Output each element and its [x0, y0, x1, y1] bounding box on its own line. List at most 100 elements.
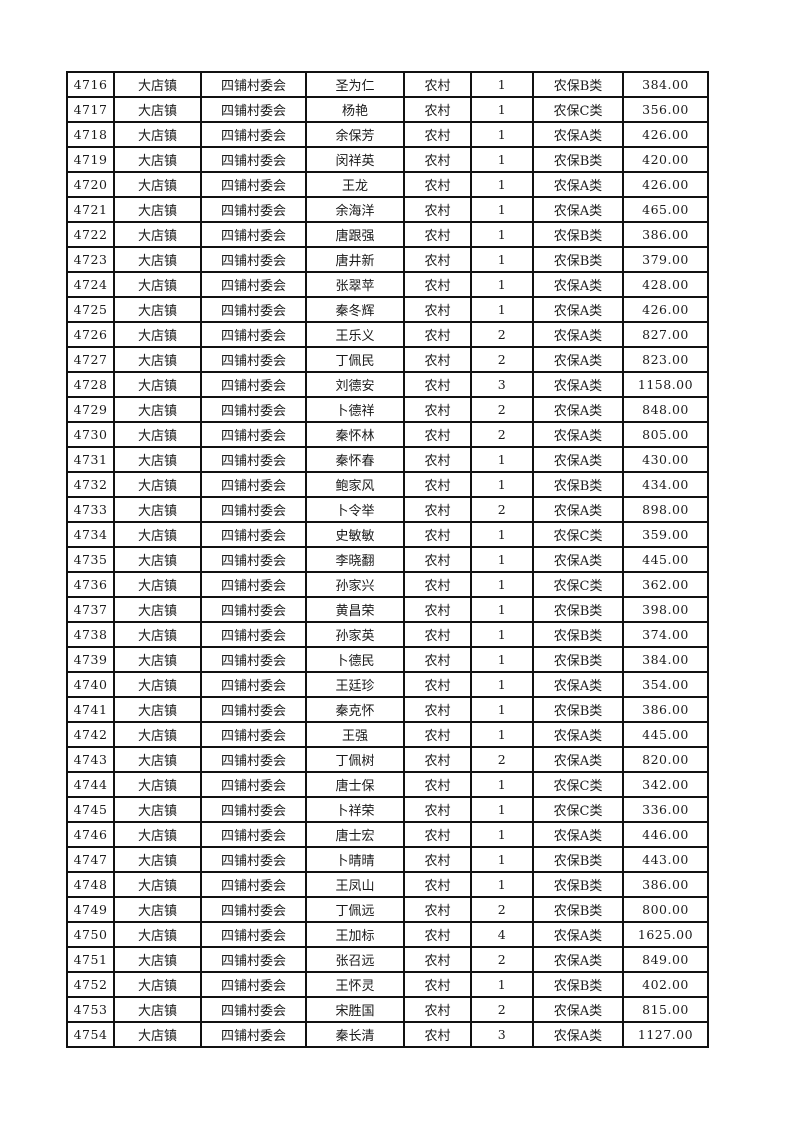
cell-town: 大店镇: [114, 822, 201, 847]
table-row: 4730 大店镇 四铺村委会 秦怀林 农村 2 农保A类 805.00: [67, 422, 708, 447]
cell-person-count: 1: [471, 547, 533, 572]
cell-person-name: 王怀灵: [306, 972, 404, 997]
cell-residence-type: 农村: [404, 647, 471, 672]
cell-person-count: 1: [471, 297, 533, 322]
cell-town: 大店镇: [114, 947, 201, 972]
cell-residence-type: 农村: [404, 97, 471, 122]
table-row: 4744 大店镇 四铺村委会 唐士保 农村 1 农保C类 342.00: [67, 772, 708, 797]
cell-row-id: 4745: [67, 797, 114, 822]
cell-residence-type: 农村: [404, 922, 471, 947]
cell-person-count: 1: [471, 97, 533, 122]
cell-village-committee: 四铺村委会: [201, 797, 306, 822]
cell-town: 大店镇: [114, 247, 201, 272]
table-row: 4725 大店镇 四铺村委会 秦冬辉 农村 1 农保A类 426.00: [67, 297, 708, 322]
cell-insurance-category: 农保B类: [533, 872, 623, 897]
cell-row-id: 4722: [67, 222, 114, 247]
cell-person-name: 刘德安: [306, 372, 404, 397]
cell-insurance-category: 农保A类: [533, 722, 623, 747]
cell-village-committee: 四铺村委会: [201, 697, 306, 722]
cell-residence-type: 农村: [404, 397, 471, 422]
cell-town: 大店镇: [114, 497, 201, 522]
table-row: 4720 大店镇 四铺村委会 王龙 农村 1 农保A类 426.00: [67, 172, 708, 197]
cell-town: 大店镇: [114, 647, 201, 672]
cell-town: 大店镇: [114, 322, 201, 347]
cell-amount: 848.00: [623, 397, 708, 422]
table-row: 4735 大店镇 四铺村委会 李晓翻 农村 1 农保A类 445.00: [67, 547, 708, 572]
cell-village-committee: 四铺村委会: [201, 322, 306, 347]
cell-insurance-category: 农保B类: [533, 847, 623, 872]
cell-row-id: 4731: [67, 447, 114, 472]
cell-town: 大店镇: [114, 897, 201, 922]
cell-amount: 445.00: [623, 547, 708, 572]
cell-residence-type: 农村: [404, 622, 471, 647]
cell-person-count: 1: [471, 122, 533, 147]
cell-amount: 823.00: [623, 347, 708, 372]
cell-amount: 426.00: [623, 172, 708, 197]
table-row: 4747 大店镇 四铺村委会 卜晴晴 农村 1 农保B类 443.00: [67, 847, 708, 872]
cell-village-committee: 四铺村委会: [201, 472, 306, 497]
cell-person-count: 1: [471, 622, 533, 647]
cell-insurance-category: 农保C类: [533, 97, 623, 122]
cell-residence-type: 农村: [404, 972, 471, 997]
cell-amount: 374.00: [623, 622, 708, 647]
cell-person-count: 1: [471, 197, 533, 222]
cell-row-id: 4726: [67, 322, 114, 347]
cell-residence-type: 农村: [404, 847, 471, 872]
table-row: 4745 大店镇 四铺村委会 卜祥荣 农村 1 农保C类 336.00: [67, 797, 708, 822]
cell-town: 大店镇: [114, 297, 201, 322]
cell-insurance-category: 农保B类: [533, 222, 623, 247]
table-row: 4754 大店镇 四铺村委会 秦长清 农村 3 农保A类 1127.00: [67, 1022, 708, 1047]
cell-person-count: 1: [471, 847, 533, 872]
cell-residence-type: 农村: [404, 722, 471, 747]
cell-village-committee: 四铺村委会: [201, 647, 306, 672]
cell-amount: 820.00: [623, 747, 708, 772]
cell-amount: 815.00: [623, 997, 708, 1022]
cell-village-committee: 四铺村委会: [201, 872, 306, 897]
table-row: 4752 大店镇 四铺村委会 王怀灵 农村 1 农保B类 402.00: [67, 972, 708, 997]
table-row: 4749 大店镇 四铺村委会 丁佩远 农村 2 农保B类 800.00: [67, 897, 708, 922]
cell-town: 大店镇: [114, 597, 201, 622]
cell-insurance-category: 农保A类: [533, 397, 623, 422]
cell-amount: 805.00: [623, 422, 708, 447]
cell-amount: 1127.00: [623, 1022, 708, 1047]
table-row: 4734 大店镇 四铺村委会 史敏敏 农村 1 农保C类 359.00: [67, 522, 708, 547]
cell-insurance-category: 农保A类: [533, 547, 623, 572]
cell-person-name: 余保芳: [306, 122, 404, 147]
cell-residence-type: 农村: [404, 997, 471, 1022]
cell-person-name: 秦克怀: [306, 697, 404, 722]
cell-village-committee: 四铺村委会: [201, 422, 306, 447]
cell-row-id: 4736: [67, 572, 114, 597]
cell-person-count: 3: [471, 1022, 533, 1047]
cell-row-id: 4729: [67, 397, 114, 422]
cell-residence-type: 农村: [404, 122, 471, 147]
cell-person-count: 3: [471, 372, 533, 397]
cell-town: 大店镇: [114, 222, 201, 247]
cell-person-count: 1: [471, 872, 533, 897]
table-body: 4716 大店镇 四铺村委会 圣为仁 农村 1 农保B类 384.00 4717 大店镇 四铺村委会…: [67, 72, 708, 1047]
cell-insurance-category: 农保A类: [533, 122, 623, 147]
cell-insurance-category: 农保A类: [533, 947, 623, 972]
table-row: 4739 大店镇 四铺村委会 卜德民 农村 1 农保B类 384.00: [67, 647, 708, 672]
table-row: 4728 大店镇 四铺村委会 刘德安 农村 3 农保A类 1158.00: [67, 372, 708, 397]
cell-amount: 434.00: [623, 472, 708, 497]
cell-amount: 426.00: [623, 122, 708, 147]
cell-person-name: 唐士保: [306, 772, 404, 797]
cell-town: 大店镇: [114, 547, 201, 572]
cell-residence-type: 农村: [404, 497, 471, 522]
cell-person-name: 李晓翻: [306, 547, 404, 572]
cell-person-count: 2: [471, 947, 533, 972]
cell-village-committee: 四铺村委会: [201, 622, 306, 647]
table-row: 4732 大店镇 四铺村委会 鲍家风 农村 1 农保B类 434.00: [67, 472, 708, 497]
cell-village-committee: 四铺村委会: [201, 297, 306, 322]
cell-person-name: 王加标: [306, 922, 404, 947]
cell-village-committee: 四铺村委会: [201, 922, 306, 947]
table-row: 4731 大店镇 四铺村委会 秦怀春 农村 1 农保A类 430.00: [67, 447, 708, 472]
cell-row-id: 4743: [67, 747, 114, 772]
cell-village-committee: 四铺村委会: [201, 997, 306, 1022]
cell-person-name: 丁佩树: [306, 747, 404, 772]
cell-row-id: 4718: [67, 122, 114, 147]
cell-residence-type: 农村: [404, 197, 471, 222]
cell-person-name: 余海洋: [306, 197, 404, 222]
table-row: 4727 大店镇 四铺村委会 丁佩民 农村 2 农保A类 823.00: [67, 347, 708, 372]
